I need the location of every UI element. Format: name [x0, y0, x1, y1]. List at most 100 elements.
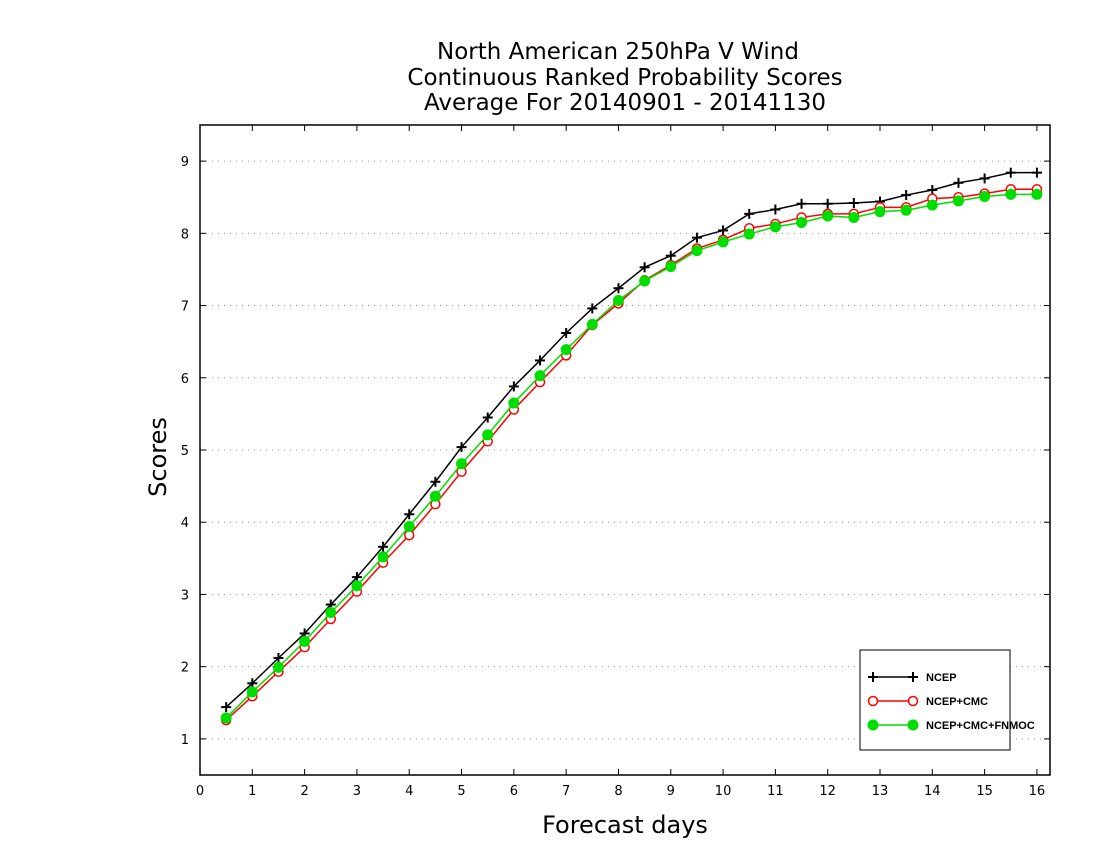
- data-point: [351, 580, 363, 592]
- y-tick-label: 4: [181, 516, 189, 531]
- data-point: [639, 262, 650, 273]
- data-point: [744, 208, 755, 219]
- series-line: [225, 188, 1037, 721]
- data-point: [848, 211, 860, 223]
- x-tick-label: 8: [614, 784, 622, 799]
- data-point: [796, 198, 807, 209]
- x-tick-label: 0: [196, 784, 204, 799]
- data-point: [979, 173, 990, 184]
- x-tick-label: 1: [248, 784, 256, 799]
- y-tick-label: 5: [181, 444, 189, 459]
- data-point: [456, 442, 467, 453]
- data-point: [272, 661, 284, 673]
- data-point: [403, 529, 415, 541]
- data-point: [456, 458, 468, 470]
- data-point: [561, 328, 572, 338]
- data-point: [848, 198, 859, 208]
- data-point: [508, 381, 519, 392]
- series-ncep: [221, 167, 1042, 713]
- legend-box: [859, 649, 1011, 751]
- data-point: [325, 607, 337, 618]
- data-point: [482, 429, 494, 441]
- chart-title-line-2: Continuous Ranked Probability Scores: [407, 65, 842, 91]
- data-point: [979, 191, 991, 202]
- y-axis-ticks: 1 2 3 4 5 6 7 8 9: [181, 155, 1050, 748]
- data-point: [1005, 188, 1017, 200]
- y-tick-label: 6: [181, 372, 189, 387]
- x-tick-label: 5: [457, 784, 465, 799]
- x-tick-label: 6: [510, 784, 518, 799]
- legend-marker: [867, 695, 879, 707]
- data-point: [482, 412, 493, 423]
- data-point: [586, 318, 598, 330]
- chart-title-line-3: Average For 20140901 - 20141130: [424, 90, 826, 116]
- data-point: [691, 245, 703, 257]
- x-tick-label: 9: [667, 784, 675, 799]
- x-tick-label: 11: [767, 784, 784, 799]
- data-point: [743, 228, 755, 240]
- data-point: [1005, 167, 1016, 178]
- data-point: [665, 261, 677, 273]
- data-point: [1031, 167, 1042, 178]
- y-tick-label: 2: [181, 661, 189, 676]
- data-point: [927, 185, 938, 195]
- y-tick-label: 1: [181, 733, 189, 748]
- data-point: [404, 509, 415, 520]
- legend: NCEP NCEP+CMC NCEP+CMC+FNMOC: [859, 649, 1035, 751]
- y-tick-label: 3: [181, 588, 189, 603]
- data-point: [613, 283, 624, 294]
- data-point: [953, 177, 964, 188]
- x-axis-ticks: 0 1 2 3 4 5 6 7 8 9 10 11 12 13 14 15 16: [196, 125, 1045, 799]
- data-point: [717, 236, 729, 248]
- series-line: [225, 171, 1037, 708]
- data-point: [299, 635, 311, 647]
- data-point: [430, 476, 441, 487]
- x-axis-title: Forecast days: [542, 811, 708, 839]
- series-ncep-cmc-fnmoc: [220, 188, 1043, 724]
- data-point: [822, 210, 834, 222]
- legend-marker: [867, 719, 879, 731]
- y-tick-label: 8: [181, 227, 189, 242]
- data-point: [534, 370, 546, 382]
- legend-label: NCEP+CMC: [926, 696, 988, 708]
- data-point: [246, 686, 258, 698]
- data-point: [769, 221, 781, 233]
- series-lines: [220, 167, 1043, 726]
- data-point: [874, 206, 886, 218]
- data-point: [796, 217, 808, 228]
- data-point: [587, 303, 598, 314]
- legend-label: NCEP+CMC+FNMOC: [926, 720, 1035, 732]
- y-tick-label: 9: [181, 155, 189, 170]
- chart-title: North American 250hPa V Wind Continuous …: [407, 39, 842, 116]
- x-tick-label: 14: [924, 784, 941, 799]
- data-point: [1031, 188, 1043, 200]
- data-point: [718, 225, 729, 236]
- x-tick-label: 16: [1029, 784, 1046, 799]
- legend-label: NCEP: [926, 672, 957, 684]
- x-tick-label: 12: [819, 784, 836, 799]
- data-point: [639, 275, 651, 287]
- x-tick-label: 7: [562, 784, 570, 799]
- x-tick-label: 13: [872, 784, 889, 799]
- x-tick-label: 4: [405, 784, 413, 799]
- legend-marker: [908, 672, 918, 682]
- y-tick-label: 7: [181, 300, 189, 315]
- y-axis-title: Scores: [144, 417, 172, 497]
- series-ncep-cmc: [220, 184, 1043, 726]
- data-point: [612, 295, 624, 306]
- data-point: [403, 521, 415, 533]
- data-point: [221, 702, 232, 713]
- data-point: [900, 204, 912, 216]
- data-point: [560, 344, 572, 356]
- data-point: [691, 232, 702, 243]
- data-point: [535, 355, 545, 366]
- data-point: [770, 204, 781, 215]
- x-tick-label: 2: [300, 784, 308, 799]
- series-line: [225, 193, 1037, 719]
- legend-marker: [907, 695, 919, 707]
- data-point: [378, 541, 389, 552]
- legend-marker: [907, 719, 919, 731]
- x-tick-label: 15: [976, 784, 993, 799]
- data-point: [901, 190, 912, 201]
